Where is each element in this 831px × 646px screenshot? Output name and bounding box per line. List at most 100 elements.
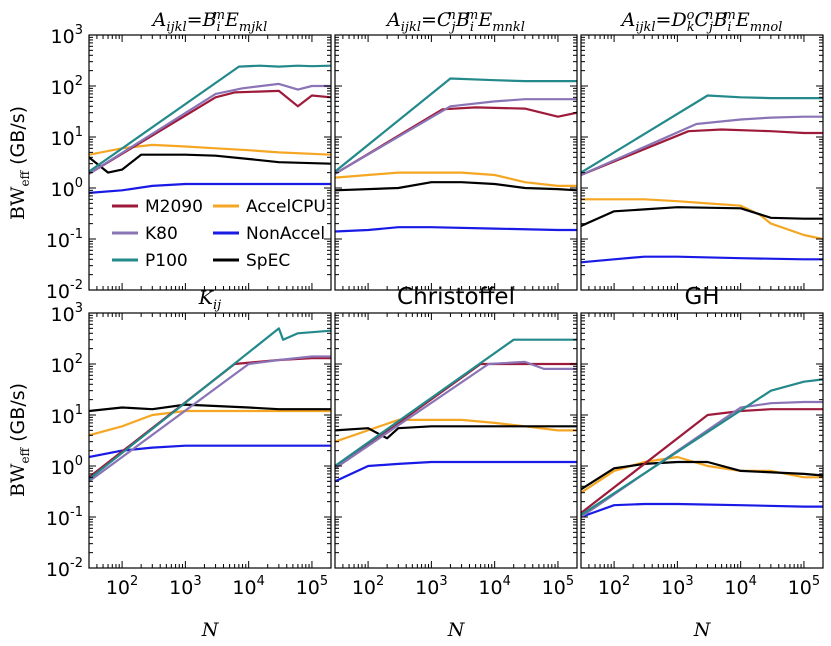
series-line-k80: [89, 82, 331, 175]
panel-4-series: [89, 327, 331, 483]
series-line-accelcpu: [89, 409, 331, 437]
series-line-p100: [89, 327, 331, 481]
series-line-m2090: [335, 362, 577, 470]
series-line-nonaccel: [581, 255, 823, 264]
y-tick-label: 102: [51, 74, 83, 99]
legend-label-p100: P100: [145, 251, 188, 271]
panel-title: Aijkl=DkoCjnBimEmnol: [620, 8, 783, 35]
y-tick-label: 10-2: [46, 278, 83, 303]
legend-label-nonaccel: NonAccel: [246, 224, 325, 244]
series-line-nonaccel: [335, 226, 577, 233]
legend-entry-k80: K80: [112, 224, 178, 244]
y-axis-label-bottom: BWeff (GB/s): [7, 383, 32, 497]
panel-frame: [334, 312, 578, 569]
legend-label-k80: K80: [145, 224, 178, 244]
series-line-m2090: [89, 357, 331, 479]
x-tick-label: 105: [788, 574, 820, 599]
series-line-p100: [89, 64, 331, 173]
series-line-accelcpu: [89, 143, 331, 156]
panel-frame: [334, 34, 578, 291]
panel-6: 102 103 104 105 GH: [580, 284, 824, 599]
panel-1-series: [89, 64, 331, 194]
series-line-nonaccel: [89, 182, 331, 194]
y-tick-label: 100: [51, 454, 83, 479]
y-tick-label: 102: [51, 352, 83, 377]
y-tick-label: 10-2: [46, 556, 83, 581]
y-tick-label: 100: [51, 176, 83, 201]
series-line-spec: [581, 206, 823, 228]
x-tick-label: 103: [661, 574, 693, 599]
series-line-k80: [335, 98, 577, 175]
x-tick-label: 104: [478, 574, 510, 599]
x-tick-label: 102: [106, 574, 138, 599]
panel-title: Kij: [198, 287, 221, 313]
x-tick-label: 105: [542, 574, 574, 599]
panel-title: Aijkl=BimEmjkl: [151, 8, 268, 35]
legend-label-accelcpu: AccelCPU: [246, 197, 326, 217]
series-line-m2090: [89, 89, 331, 175]
series-line-accelcpu: [335, 171, 577, 187]
panel-6-series: [581, 378, 823, 519]
series-line-k80: [89, 355, 331, 483]
legend-label-spec: SpEC: [246, 251, 290, 271]
panel-title: Christoffel: [397, 284, 515, 310]
x-tick-label: 102: [598, 574, 630, 599]
series-line-k80: [335, 360, 577, 470]
panel-5-series: [335, 338, 577, 483]
x-axis-label-col1: N: [201, 619, 220, 641]
x-tick-label: 102: [352, 574, 384, 599]
y-axis-label-top: BWeff (GB/s): [7, 106, 32, 220]
y-tick-label: 101: [51, 125, 83, 150]
series-line-p100: [335, 338, 577, 467]
series-line-spec: [581, 460, 823, 491]
series-line-spec: [89, 153, 331, 174]
legend-entry-nonaccel: NonAccel: [213, 224, 325, 244]
legend-label-m2090: M2090: [145, 197, 203, 217]
legend-entry-m2090: M2090: [112, 197, 203, 217]
panel-1: 10-2 10-1 100 101 102 103 Aijkl=BimEmjkl: [46, 8, 332, 303]
series-line-spec: [89, 403, 331, 413]
panel-frame: [88, 34, 332, 291]
panel-3: Aijkl=DkoCjnBimEmnol: [580, 8, 824, 291]
series-line-nonaccel: [335, 460, 577, 483]
y-tick-label: 10-1: [46, 227, 83, 252]
panels-group: 10-2 10-1 100 101 102 103 Aijkl=BimEmjkl Aijkl=…: [46, 8, 824, 599]
y-tick-label: 101: [51, 403, 83, 428]
legend-entry-p100: P100: [112, 251, 188, 271]
series-line-m2090: [335, 106, 577, 175]
x-tick-label: 104: [232, 574, 264, 599]
series-line-p100: [581, 94, 823, 174]
x-axis-label-col2: N: [447, 619, 466, 641]
panel-title: Aijkl=CjnBimEmnkl: [385, 8, 525, 35]
series-line-p100: [581, 378, 823, 516]
panel-frame: [580, 312, 824, 569]
panel-frame: [88, 312, 332, 569]
y-tick-label: 103: [51, 23, 83, 48]
panel-frame: [580, 34, 824, 291]
panel-2-series: [335, 77, 577, 233]
series-line-p100: [335, 77, 577, 173]
series-line-m2090: [581, 128, 823, 177]
panel-2: Aijkl=CjnBimEmnkl: [334, 8, 578, 291]
series-line-spec: [335, 425, 577, 440]
panel-title: GH: [684, 284, 719, 310]
x-tick-label: 103: [169, 574, 201, 599]
series-line-m2090: [581, 408, 823, 514]
legend-entry-accelcpu: AccelCPU: [213, 197, 326, 217]
series-line-accelcpu: [581, 198, 823, 241]
legend: M2090 AccelCPU K80 NonAccel P100 SpEC: [112, 197, 326, 271]
series-line-spec: [335, 181, 577, 192]
x-tick-label: 103: [415, 574, 447, 599]
panel-5: 102 103 104 105 Christoffel: [334, 284, 578, 599]
x-tick-label: 104: [724, 574, 756, 599]
panel-3-series: [581, 94, 823, 264]
series-line-nonaccel: [581, 502, 823, 519]
x-tick-label: 105: [296, 574, 328, 599]
y-tick-label: 10-1: [46, 505, 83, 530]
x-axis-label-col3: N: [693, 619, 712, 641]
legend-entry-spec: SpEC: [213, 251, 290, 271]
panel-4: 10-2 10-1 100 101 102 103 102 103 104 105 Kij: [46, 287, 332, 599]
y-tick-label: 103: [51, 301, 83, 326]
series-line-k80: [581, 115, 823, 177]
